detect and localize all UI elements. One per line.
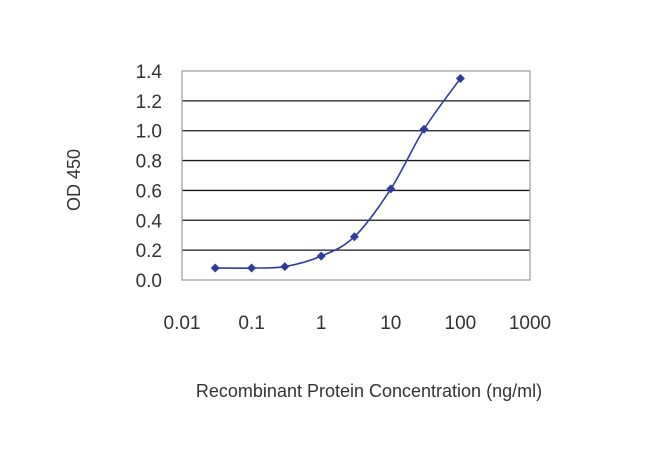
y-tick-label: 0.2 — [136, 241, 162, 262]
y-axis-ticks: 0.0 0.2 0.4 0.6 0.8 1.0 1.2 1.4 — [136, 62, 163, 292]
x-tick-label: 1000 — [509, 313, 551, 334]
y-axis-label: OD 450 — [64, 149, 84, 211]
y-tick-label: 0.6 — [136, 181, 162, 202]
y-tick-label: 1.2 — [136, 92, 162, 113]
x-axis-label: Recombinant Protein Concentration (ng/ml… — [196, 381, 542, 401]
plot-area — [181, 70, 531, 281]
data-point — [455, 73, 465, 83]
x-tick-label: 0.01 — [164, 313, 201, 334]
y-tick-label: 0.4 — [136, 211, 163, 232]
data-point — [247, 263, 257, 273]
x-axis-ticks: 0.01 0.1 1 10 100 1000 — [164, 313, 552, 334]
gridlines — [182, 100, 530, 251]
data-point — [316, 251, 326, 261]
data-point — [419, 124, 429, 134]
y-tick-label: 0.0 — [136, 271, 162, 292]
data-point — [210, 263, 220, 273]
data-point — [386, 184, 396, 194]
y-tick-label: 1.4 — [136, 62, 163, 83]
series-line-0 — [215, 77, 462, 269]
x-tick-label: 10 — [380, 313, 401, 334]
y-tick-label: 0.8 — [136, 152, 162, 173]
x-tick-label: 0.1 — [238, 313, 264, 334]
series-layer — [210, 73, 465, 273]
data-point — [280, 262, 290, 272]
y-tick-label: 1.0 — [136, 122, 162, 143]
x-tick-label: 100 — [445, 313, 477, 334]
data-point — [349, 232, 359, 242]
x-tick-label: 1 — [316, 313, 327, 334]
